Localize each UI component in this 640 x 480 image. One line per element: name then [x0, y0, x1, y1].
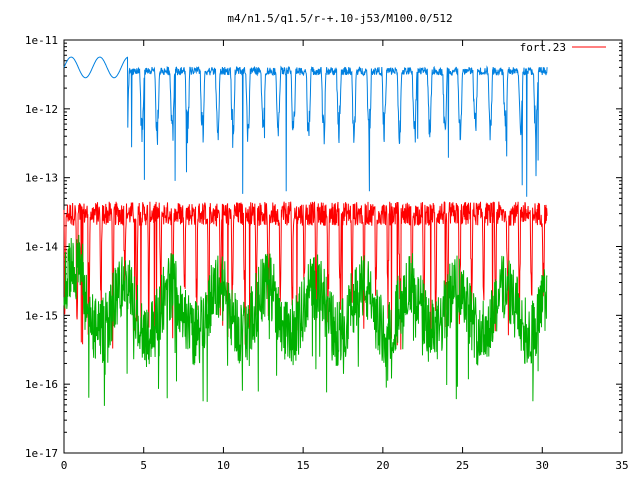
series-blue-line	[63, 56, 548, 197]
axes: 1e-17 1e-16 1e-15 1e-14 1e-13 1e-12 1e-11 0 5 10 1…	[25, 34, 629, 472]
x-tick-label: 0	[61, 459, 68, 472]
chart-title: m4/n1.5/q1.5/r-+.10-j53/M100.0/512	[227, 12, 452, 25]
x-tick-label: 35	[615, 459, 628, 472]
y-tick-label: 1e-17	[25, 447, 58, 460]
series-layer	[63, 56, 548, 406]
x-tick-label: 10	[217, 459, 230, 472]
x-tick-label: 25	[456, 459, 469, 472]
x-tick-label: 30	[536, 459, 549, 472]
x-tick-label: 15	[297, 459, 310, 472]
y-tick-label: 1e-16	[25, 378, 58, 391]
y-tick-label: 1e-15	[25, 309, 58, 322]
y-tick-label: 1e-12	[25, 103, 58, 116]
y-tick-label: 1e-13	[25, 172, 58, 185]
x-tick-label: 20	[376, 459, 389, 472]
legend: fort.23	[520, 41, 606, 54]
y-tick-label: 1e-14	[25, 241, 58, 254]
series-green-line	[63, 234, 548, 406]
y-tick-label: 1e-11	[25, 34, 58, 47]
series-fort-23-line	[63, 201, 548, 350]
legend-label-fort-23: fort.23	[520, 41, 566, 54]
x-tick-label: 5	[140, 459, 147, 472]
